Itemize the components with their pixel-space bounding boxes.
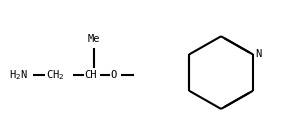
Text: H$_2$N: H$_2$N [9,68,28,82]
Text: CH$_2$: CH$_2$ [46,68,64,82]
Text: CH: CH [84,70,97,80]
Text: N: N [255,49,262,59]
Text: Me: Me [87,34,100,44]
Text: O: O [111,70,117,80]
